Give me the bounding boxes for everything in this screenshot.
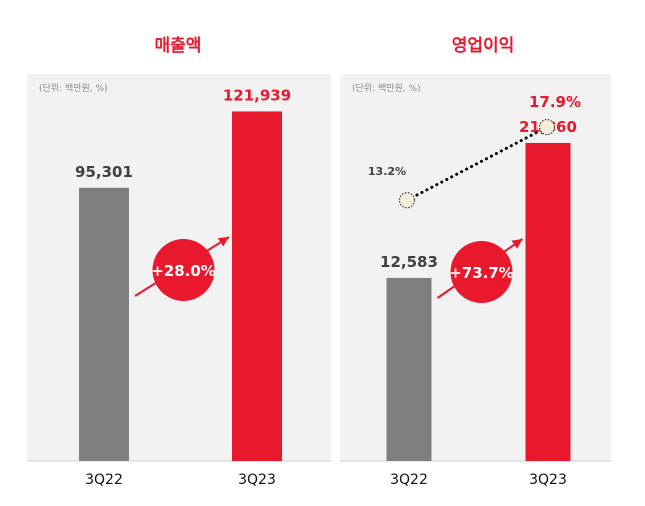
panel2-margin-label-3q23: 17.9% [529, 93, 581, 111]
panel2-chart-title: 영업이익 [452, 36, 515, 56]
panel2-margin-line [405, 125, 549, 202]
panel1-growth-label: +28.0% [151, 262, 216, 280]
panel1-growth-badge [152, 239, 215, 301]
panel2-growth-badge [450, 241, 513, 303]
panel1-growth-arrow-head [217, 237, 229, 247]
panel2-category-label-3q23: 3Q23 [529, 472, 567, 488]
panel2-margin-marker-3q22 [398, 192, 416, 209]
panel1-bar-3q22 [79, 187, 129, 461]
panel1-bar-3q23 [232, 111, 282, 462]
panel1-category-label-3q23: 3Q23 [238, 472, 276, 488]
panel1-value-label-3q22: 95,301 [75, 163, 133, 181]
panel2-growth-label: +73.7% [449, 264, 514, 282]
panel1-category-label-3q22: 3Q22 [85, 472, 123, 488]
panel2-margin-label-3q22: 13.2% [368, 165, 406, 178]
panel2-margin-marker-3q23 [538, 119, 556, 136]
panel2-unit-label: (단위: 백만원, %) [352, 83, 421, 94]
panel2-category-label-3q22: 3Q22 [390, 472, 428, 488]
panel1-unit-label: (단위: 백만원, %) [39, 83, 108, 94]
panel1-value-label-3q23: 121,939 [223, 86, 291, 104]
panel2-value-label-3q22: 12,583 [380, 253, 438, 271]
panel2-bar-3q22 [386, 277, 432, 461]
panel1-chart-title: 매출액 [155, 36, 202, 56]
panel2-growth-arrow-head [511, 239, 523, 249]
panel2-bar-3q23 [525, 142, 571, 461]
